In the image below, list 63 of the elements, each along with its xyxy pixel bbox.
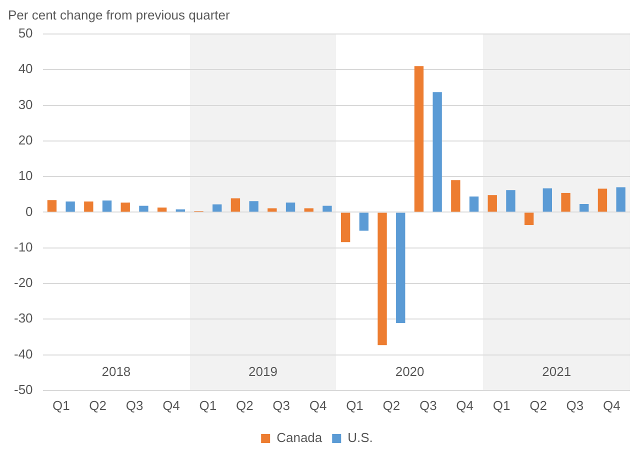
bar (396, 212, 406, 324)
annotation: 2020 (395, 364, 424, 380)
bar (157, 208, 167, 212)
y-tick-label: 20 (18, 132, 33, 148)
x-tick-label: Q4 (602, 398, 620, 413)
bar (432, 92, 442, 212)
bar (488, 195, 497, 212)
annotation: 2018 (102, 364, 131, 380)
annotation: 2021 (542, 364, 572, 380)
bar (249, 201, 258, 212)
y-tick-label: 40 (18, 61, 33, 76)
bar (451, 180, 460, 212)
bar (598, 188, 608, 212)
bar (139, 206, 148, 212)
bar (378, 212, 387, 346)
legend-label: U.S. (348, 430, 373, 446)
bar (47, 200, 57, 212)
x-tick-label: Q3 (272, 398, 290, 413)
bar (212, 204, 222, 212)
y-tick-label: 30 (18, 96, 33, 112)
x-tick-label: Q4 (162, 398, 180, 413)
bar (120, 202, 130, 212)
x-tick-label: Q2 (236, 398, 254, 413)
y-tick-label: -40 (14, 346, 33, 362)
x-tick-label: Q2 (530, 398, 547, 413)
bar (616, 187, 626, 212)
x-tick-label: Q3 (566, 398, 584, 413)
bar (322, 206, 332, 212)
x-tick-label: Q2 (89, 398, 107, 413)
y-tick-label: 50 (18, 26, 33, 41)
legend-label: Canada (276, 430, 323, 446)
bar (542, 188, 552, 212)
bar (340, 212, 350, 242)
x-tick-label: Q1 (52, 398, 70, 413)
bar (102, 200, 112, 212)
bar (268, 208, 277, 212)
x-tick-label: Q1 (492, 398, 510, 413)
x-tick-label: Q2 (382, 398, 400, 413)
y-tick-label: -20 (14, 275, 33, 290)
x-tick-label: Q4 (456, 398, 474, 413)
y-tick-label: -50 (14, 382, 33, 397)
x-tick-label: Q4 (309, 398, 327, 413)
y-axis-title: Per cent change from previous quarter (8, 8, 231, 23)
x-tick-label: Q3 (126, 398, 144, 413)
bar (230, 198, 240, 212)
x-tick-label: Q1 (346, 398, 364, 413)
x-tick-label: Q1 (199, 398, 217, 413)
bar (580, 204, 589, 212)
bar (469, 196, 479, 212)
y-tick-label: 10 (18, 168, 33, 184)
bar (506, 190, 516, 212)
bar (414, 66, 424, 212)
bar (66, 202, 75, 212)
x-tick-label: Q3 (419, 398, 437, 413)
bar (84, 202, 94, 212)
bar (561, 192, 570, 212)
bar (359, 212, 369, 231)
bar (524, 212, 534, 226)
annotation: 2019 (248, 364, 278, 380)
y-tick-label: -30 (14, 310, 33, 326)
y-tick-label: -10 (14, 239, 33, 254)
y-tick-label: 0 (26, 204, 33, 219)
bar (286, 202, 296, 212)
